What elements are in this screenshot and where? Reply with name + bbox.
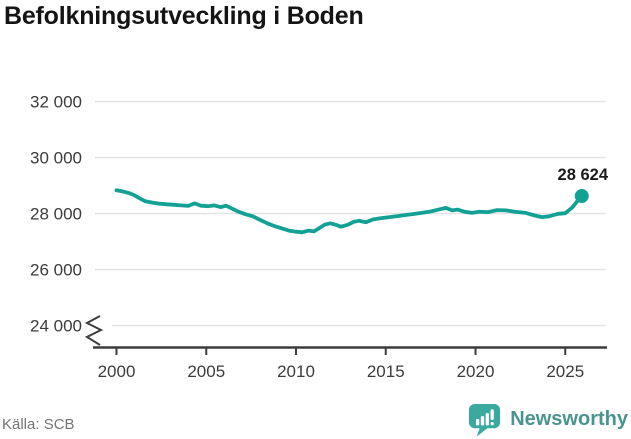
x-tick-label: 2015 <box>367 362 405 381</box>
y-tick-label: 26 000 <box>30 261 82 280</box>
newsworthy-logo: Newsworthy <box>467 402 628 437</box>
y-tick-label: 32 000 <box>30 93 82 112</box>
source-caption: Källa: SCB <box>2 416 75 433</box>
y-tick-label: 28 000 <box>30 205 82 224</box>
latest-value-label: 28 624 <box>558 166 609 184</box>
brand-name: Newsworthy <box>510 408 628 430</box>
x-tick-label: 2025 <box>546 362 584 381</box>
population-line <box>114 188 584 235</box>
x-tick-label: 2000 <box>98 362 136 381</box>
chart-title: Befolkningsutveckling i Boden <box>4 2 364 30</box>
population-line-chart: 24 000 26 000 28 000 30 000 32 000 2000 2005 20… <box>30 93 609 382</box>
x-tick-label: 2020 <box>457 362 495 381</box>
y-axis-break-icon <box>84 315 104 346</box>
x-tick-label: 2005 <box>187 362 225 381</box>
bar-chart-speech-bubble-icon <box>469 403 501 437</box>
y-tick-label: 24 000 <box>30 317 82 336</box>
latest-point-marker <box>574 189 589 204</box>
y-tick-label: 30 000 <box>30 149 82 168</box>
x-tick-label: 2010 <box>277 362 315 381</box>
